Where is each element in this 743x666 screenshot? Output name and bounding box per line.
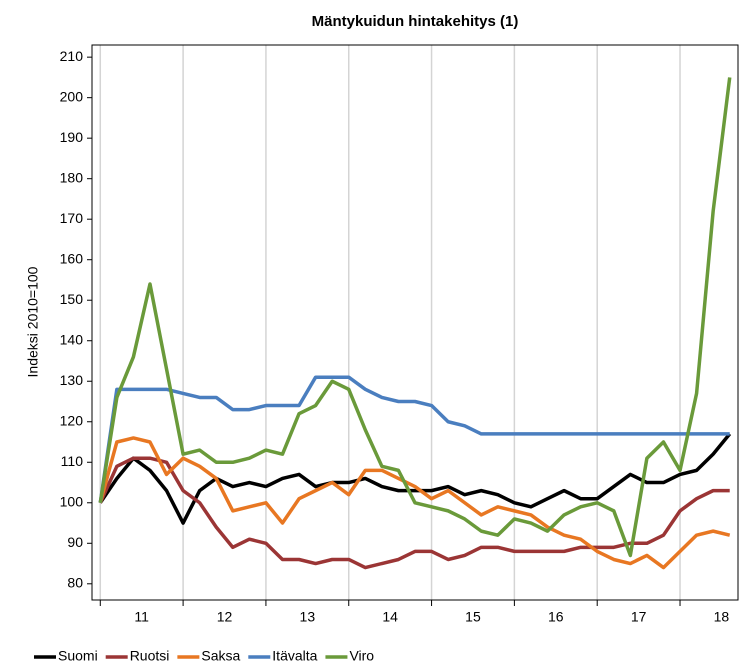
y-tick-label: 80: [67, 574, 83, 590]
y-tick-label: 110: [61, 453, 84, 469]
x-tick-label: 11: [134, 609, 149, 625]
legend-label: Ruotsi: [130, 648, 170, 664]
legend-label: Itävalta: [272, 648, 317, 664]
y-tick-label: 90: [67, 534, 83, 550]
y-tick-label: 120: [60, 412, 84, 428]
legend-label: Viro: [349, 648, 374, 664]
x-tick-label: 17: [631, 609, 647, 625]
x-tick-label: 13: [300, 609, 316, 625]
y-tick-label: 150: [60, 291, 84, 307]
legend-label: Saksa: [201, 648, 240, 664]
y-tick-label: 160: [60, 250, 84, 266]
y-axis-label: Indeksi 2010=100: [25, 266, 41, 377]
y-tick-label: 100: [60, 493, 84, 509]
line-series: [98, 375, 730, 504]
plot-frame: [91, 44, 739, 601]
line-series: [98, 77, 732, 558]
y-tick-label: 180: [60, 169, 84, 185]
y-tick-label: 210: [60, 48, 84, 64]
y-tick-label: 200: [60, 88, 84, 104]
chart-title: Mäntykuidun hintakehitys (1): [312, 13, 519, 30]
line-series: [98, 456, 730, 570]
y-tick-label: 140: [60, 331, 84, 347]
line-series: [98, 436, 731, 570]
y-tick-label: 190: [60, 129, 84, 145]
x-tick-label: 14: [382, 609, 398, 625]
legend-label: Suomi: [58, 648, 98, 664]
x-tick-label: 15: [465, 609, 481, 625]
x-tick-label: 12: [217, 609, 233, 625]
x-tick-label: 16: [548, 609, 564, 625]
line-series: [98, 432, 732, 525]
x-tick-label: 18: [714, 609, 730, 625]
y-tick-label: 170: [60, 210, 84, 226]
y-tick-label: 130: [60, 372, 84, 388]
